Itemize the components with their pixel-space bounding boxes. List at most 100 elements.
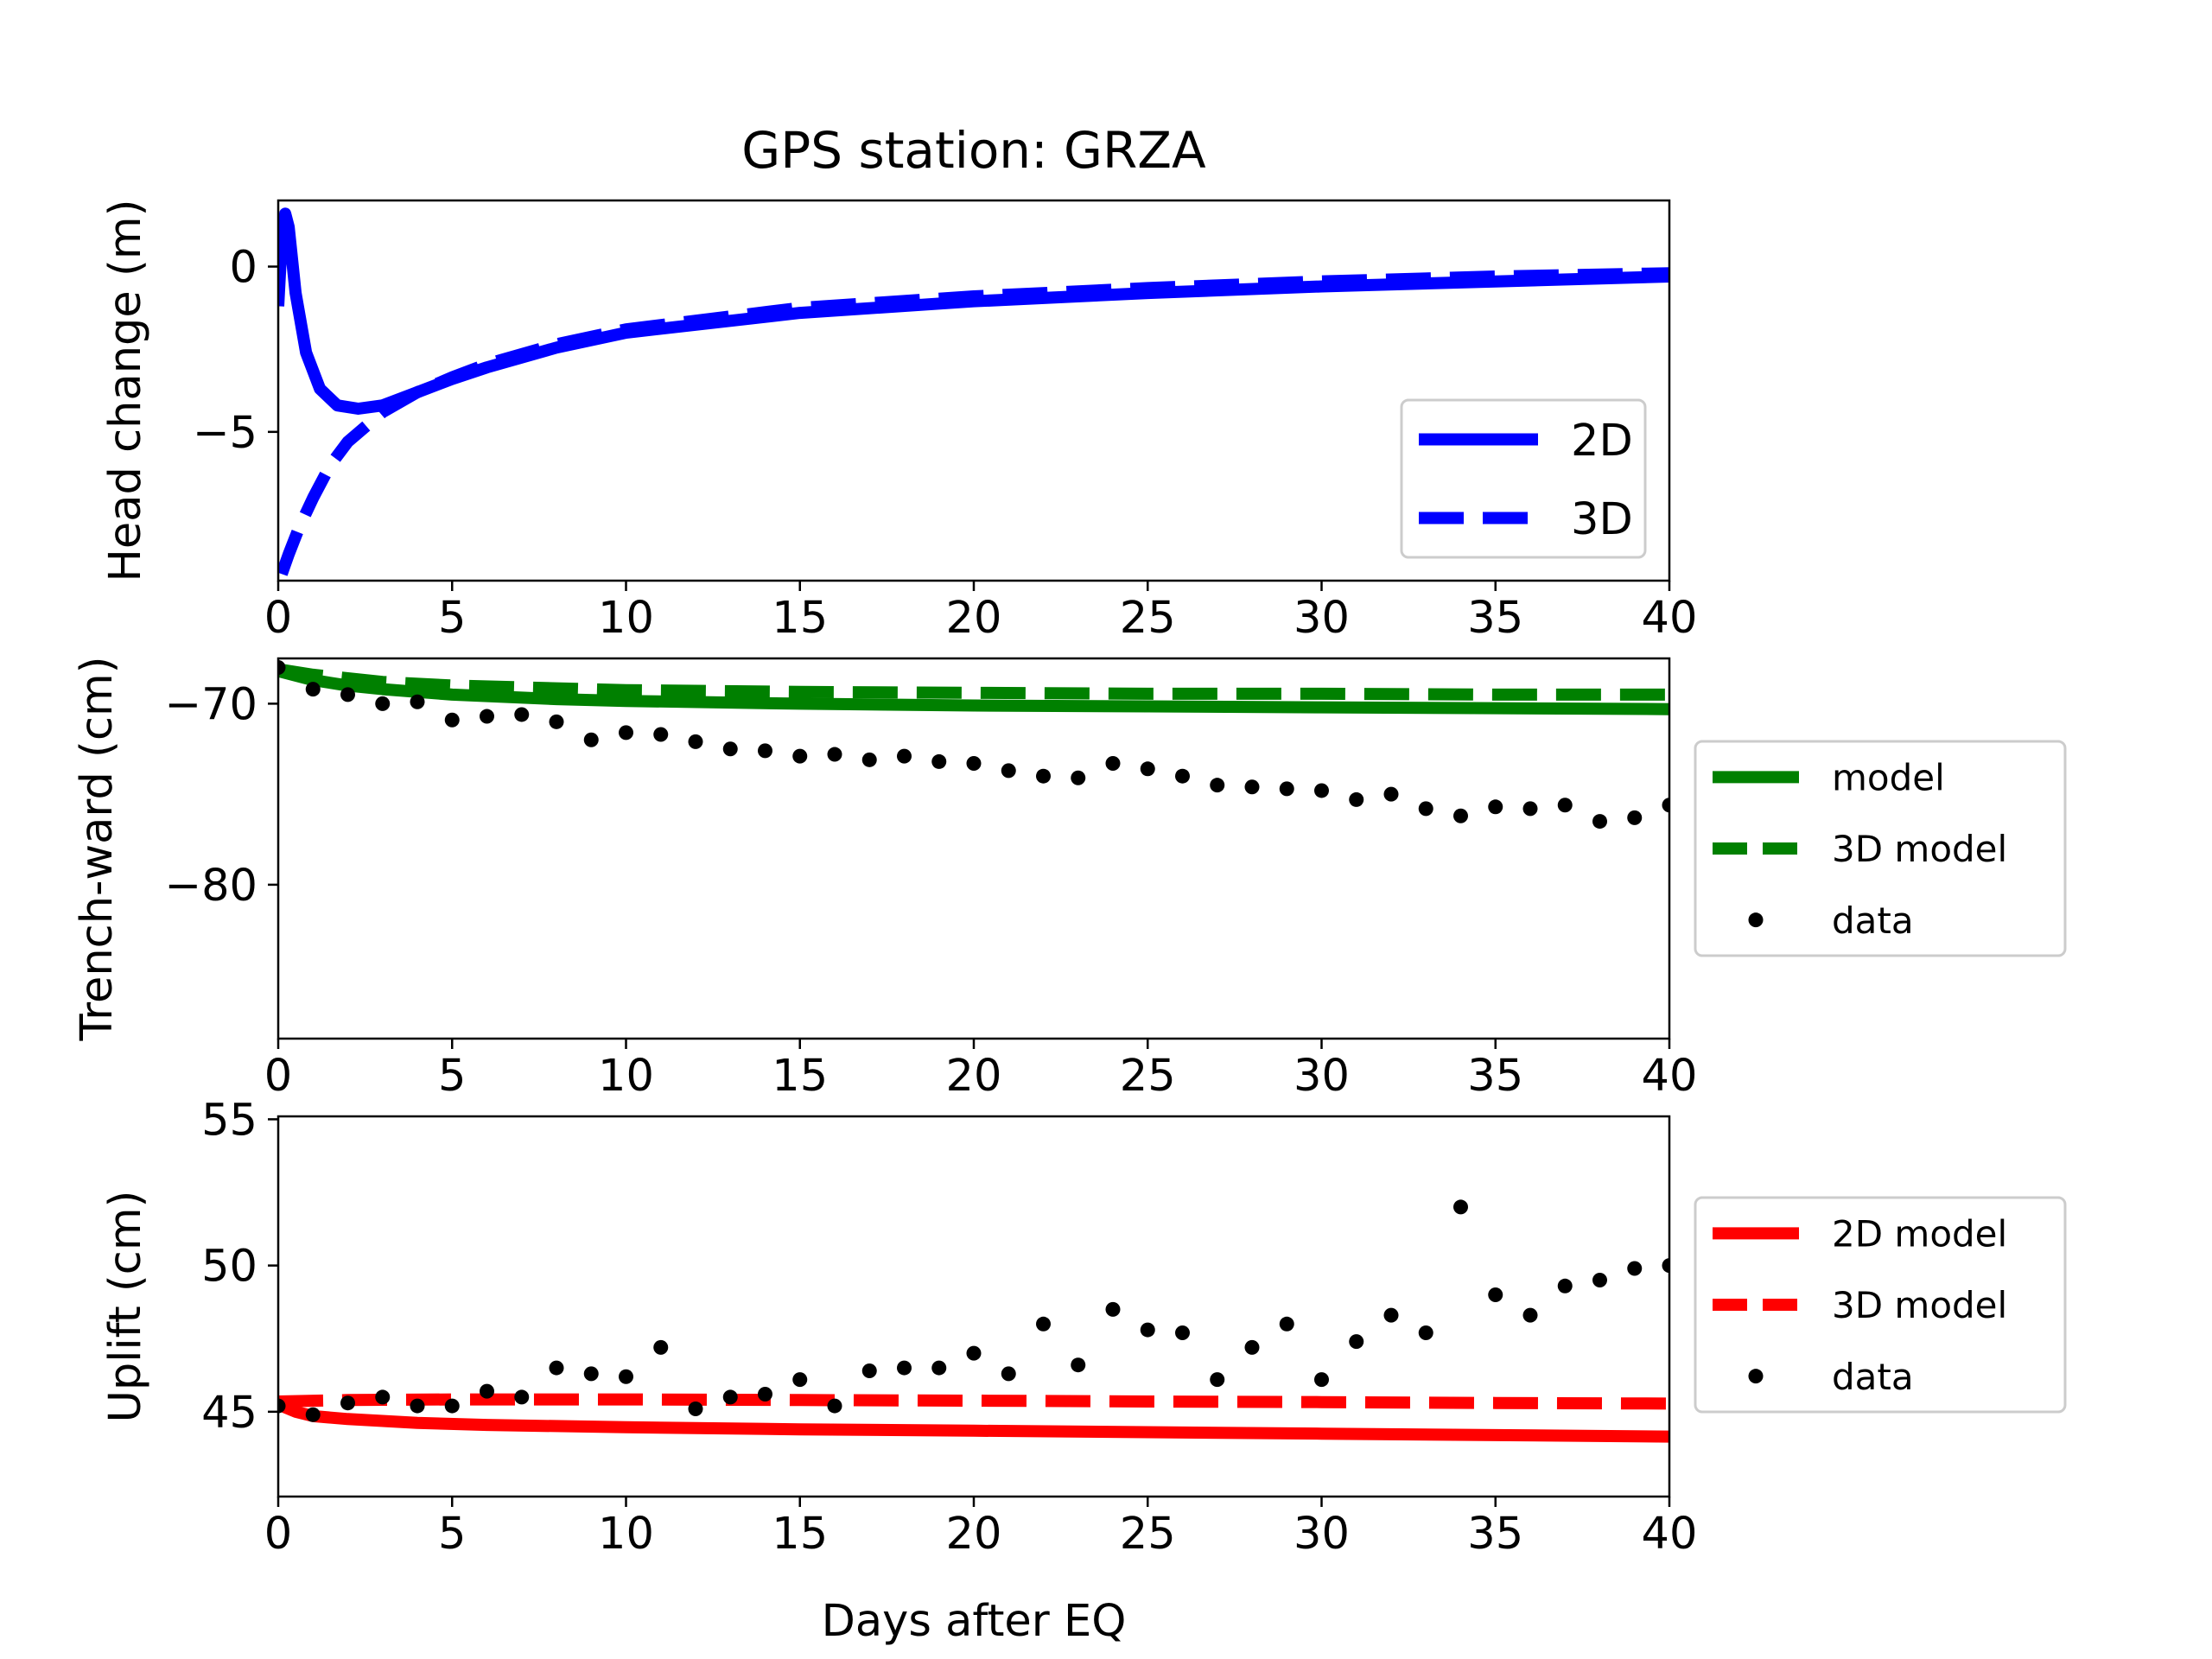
data-point: [1627, 1261, 1643, 1276]
data-point: [305, 1407, 321, 1422]
data-point: [827, 1398, 842, 1414]
data-point: [861, 752, 877, 767]
y-tick-label: −70: [164, 679, 257, 730]
data-point: [722, 1389, 738, 1405]
y-tick-label: −80: [164, 861, 257, 912]
data-point: [340, 687, 355, 702]
data-point: [1592, 814, 1607, 830]
data-point: [931, 753, 947, 769]
data-point: [827, 747, 842, 762]
series-line-3d-model: [278, 1393, 1669, 1410]
data-point: [688, 734, 703, 749]
legend-label: data: [1832, 899, 1914, 942]
data-point: [1279, 781, 1294, 797]
data-point: [1210, 778, 1225, 793]
x-tick-label: 5: [438, 593, 466, 644]
x-tick-label: 25: [1120, 593, 1176, 644]
data-point: [1662, 1258, 1669, 1274]
x-tick-label: 10: [598, 593, 654, 644]
x-tick-label: 10: [598, 1509, 654, 1560]
data-point: [792, 1372, 808, 1388]
data-point: [1453, 1199, 1468, 1215]
data-point: [1418, 1325, 1433, 1340]
y-tick-label: −5: [193, 408, 257, 459]
y-axis-label: Uplift (cm): [100, 1191, 151, 1423]
data-point: [619, 1369, 633, 1384]
subplot-3: 0 5 10 15 20 25 30 35 40 45 50 55 Uplift (cm) 2D mode…: [100, 1095, 2067, 1560]
data-point: [444, 712, 460, 728]
subplot-1: 0 5 10 15 20 25 30 35 40 0 −5 Head change (m) 2D 3D: [100, 200, 1697, 644]
data-point: [375, 696, 391, 711]
x-tick-label: 10: [598, 1051, 654, 1102]
legend-frame: [1694, 740, 2067, 957]
data-point: [1036, 768, 1051, 784]
data-point: [1140, 761, 1155, 777]
x-tick-label: 25: [1120, 1051, 1176, 1102]
data-point: [410, 694, 425, 709]
x-tick-label: 20: [946, 1509, 1002, 1560]
data-point: [1001, 763, 1016, 779]
y-axis-label: Head change (m): [100, 200, 151, 582]
legend-label: 3D model: [1832, 1284, 2007, 1326]
data-point: [1175, 1325, 1190, 1340]
subplot-2: 0 5 10 15 20 25 30 35 40 −70 −80 Trench-ward (cm) mo…: [72, 656, 2067, 1102]
data-point: [514, 707, 530, 722]
data-point: [278, 659, 286, 675]
data-point: [1175, 768, 1190, 784]
data-point: [549, 1360, 564, 1376]
x-tick-label: 0: [264, 1051, 292, 1102]
x-tick-label: 15: [772, 1509, 828, 1560]
x-tick-label: 35: [1467, 593, 1523, 644]
y-tick-label: 0: [230, 243, 257, 294]
data-point: [1383, 1307, 1399, 1323]
data-point: [1557, 798, 1573, 813]
data-point: [583, 732, 599, 747]
data-point: [305, 682, 321, 697]
legend-marker: [1748, 1369, 1764, 1384]
legend-label: 3D model: [1832, 828, 2007, 870]
data-point: [758, 743, 772, 759]
data-point: [1001, 1366, 1016, 1382]
data-point: [931, 1360, 947, 1376]
data-point: [1383, 786, 1399, 802]
x-tick-label: 5: [438, 1051, 466, 1102]
data-point: [1140, 1322, 1155, 1338]
data-point: [861, 1363, 877, 1378]
legend-marker: [1748, 912, 1764, 928]
x-tick-label: 0: [264, 593, 292, 644]
legend-label: model: [1832, 756, 1945, 798]
data-point: [1557, 1278, 1573, 1294]
data-point: [1314, 783, 1329, 798]
y-tick-label: 45: [201, 1388, 257, 1439]
legend: 2D model 3D model data: [1694, 1196, 2067, 1414]
x-tick-label: 20: [946, 593, 1002, 644]
data-point: [1662, 798, 1669, 813]
x-tick-label: 35: [1467, 1509, 1523, 1560]
x-tick-label: 15: [772, 593, 828, 644]
data-point: [1244, 1339, 1260, 1355]
data-point: [480, 709, 494, 724]
data-point: [653, 727, 669, 742]
data-point: [1279, 1316, 1294, 1332]
y-tick-label: 55: [201, 1095, 257, 1146]
data-point: [1105, 756, 1121, 772]
data-point: [792, 748, 808, 764]
legend: model 3D model data: [1694, 740, 2067, 957]
data-point: [278, 1398, 286, 1414]
data-point: [653, 1339, 669, 1355]
x-tick-label: 20: [946, 1051, 1002, 1102]
plot-area: [278, 1199, 1669, 1443]
x-tick-label: 40: [1642, 1051, 1698, 1102]
data-point: [897, 1360, 912, 1376]
series-line-3d-model: [278, 663, 1669, 701]
data-point: [1627, 810, 1643, 825]
data-point: [688, 1401, 703, 1416]
data-point: [758, 1387, 772, 1402]
data-point: [514, 1389, 530, 1405]
data-point: [1071, 770, 1086, 785]
data-point: [583, 1366, 599, 1382]
data-point: [1592, 1273, 1607, 1288]
data-point: [1036, 1316, 1051, 1332]
